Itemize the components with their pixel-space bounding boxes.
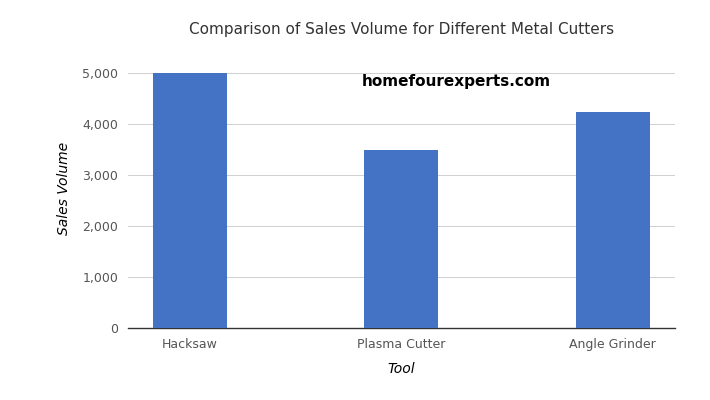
Y-axis label: Sales Volume: Sales Volume: [57, 142, 71, 234]
Bar: [576, 112, 650, 328]
Bar: [153, 74, 226, 328]
Title: Comparison of Sales Volume for Different Metal Cutters: Comparison of Sales Volume for Different…: [189, 22, 613, 37]
Bar: [364, 150, 438, 328]
X-axis label: Tool: Tool: [388, 362, 415, 376]
Text: homefourexperts.com: homefourexperts.com: [361, 74, 550, 89]
